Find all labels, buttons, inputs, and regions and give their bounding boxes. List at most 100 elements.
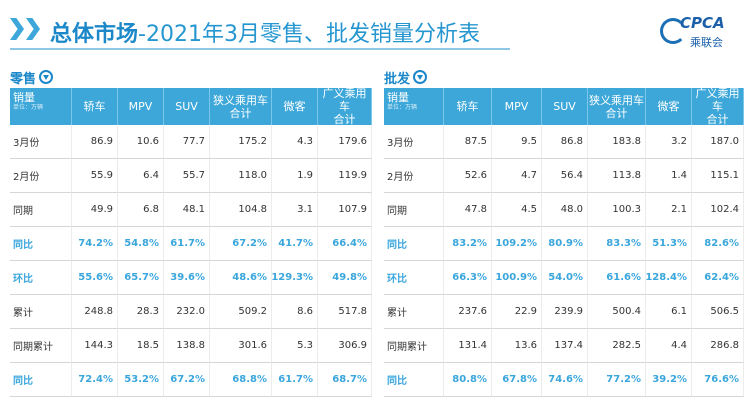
header-cell: 轿车 [444,88,492,125]
row-label: 同期累计 [10,329,72,363]
retail-title-text: 零售 [10,71,37,87]
data-cell: 18.5 [118,329,164,363]
data-cell: 282.5 [588,329,646,363]
header-cell-sales: 销量 单位：万辆 [384,88,444,125]
data-cell: 83.2% [444,227,492,261]
page-header: 总体市场-2021年3月零售、批发销量分析表 CPCA 乘联会 [0,0,752,62]
data-cell: 67.2% [164,363,210,397]
data-cell: 49.8% [318,261,372,295]
data-cell: 3.1 [272,193,318,227]
data-cell: 28.3 [118,295,164,329]
data-cell: 239.9 [542,295,588,329]
row-label: 3月份 [384,125,444,159]
data-cell: 77.7 [164,125,210,159]
data-cell: 74.2% [72,227,118,261]
logo-text: CPCA [680,14,725,32]
data-cell: 54.8% [118,227,164,261]
data-cell: 102.4 [692,193,744,227]
data-cell: 3.2 [646,125,692,159]
row-label: 同期 [10,193,72,227]
data-cell: 76.6% [692,363,744,397]
data-cell: 2.1 [646,193,692,227]
row-label: 环比 [384,261,444,295]
header-cell: 微客 [272,88,318,125]
header-cell: SUV [164,88,210,125]
wholesale-panel-title: 批发 [384,66,744,88]
arrow-down-circle-icon [39,70,54,84]
logo-swoosh-icon [660,18,686,44]
header-cell-sales: 销量 单位：万辆 [10,88,72,125]
row-label: 2月份 [384,159,444,193]
row-label: 3月份 [10,125,72,159]
row-label: 同期 [384,193,444,227]
header-line: SUV [553,100,576,113]
data-cell: 77.2% [588,363,646,397]
data-cell: 104.8 [210,193,272,227]
data-cell: 8.6 [272,295,318,329]
data-cell: 137.4 [542,329,588,363]
data-cell: 86.8 [542,125,588,159]
arrow-down-circle-icon [413,70,428,84]
data-cell: 113.8 [588,159,646,193]
header-sales-label: 销量 [387,91,409,104]
row-label: 2月份 [10,159,72,193]
data-cell: 49.9 [72,193,118,227]
data-cell: 183.8 [588,125,646,159]
row-label: 同比 [384,363,444,397]
title-subtitle: -2021年3月零售、批发销量分析表 [138,22,480,47]
data-cell: 115.1 [692,159,744,193]
data-cell: 138.8 [164,329,210,363]
header-line: 微客 [283,100,306,113]
data-cell: 48.6% [210,261,272,295]
data-cell: 86.9 [72,125,118,159]
data-cell: 61.6% [588,261,646,295]
header-line: 轿车 [83,100,106,113]
header-cell: 广义乘用车 合计 [692,87,744,126]
data-cell: 6.8 [118,193,164,227]
data-cell: 48.0 [542,193,588,227]
data-cell: 41.7% [272,227,318,261]
data-cell: 65.7% [118,261,164,295]
title-underline [10,48,510,50]
title-main: 总体市场 [50,22,139,47]
data-cell: 61.7% [164,227,210,261]
retail-panel-title: 零售 [10,66,372,88]
data-cell: 55.6% [72,261,118,295]
row-label: 环比 [10,261,72,295]
header-line: 狭义乘用车 [589,93,644,107]
data-cell: 500.4 [588,295,646,329]
page-title: 总体市场-2021年3月零售、批发销量分析表 [50,16,480,48]
data-cell: 53.2% [118,363,164,397]
data-cell: 301.6 [210,329,272,363]
data-cell: 232.0 [164,295,210,329]
data-cell: 54.0% [542,261,588,295]
data-cell: 48.1 [164,193,210,227]
data-cell: 509.2 [210,295,272,329]
header-cell: 狭义乘用车 合计 [588,88,646,125]
row-label: 累计 [10,295,72,329]
data-cell: 67.8% [492,363,542,397]
data-cell: 128.4% [645,261,692,295]
data-cell: 10.6 [118,125,164,159]
data-cell: 1.4 [646,159,692,193]
header-cell: 狭义乘用车 合计 [210,88,272,125]
data-cell: 51.3% [646,227,692,261]
header-line: SUV [175,100,198,113]
retail-table: 销量 单位：万辆 轿车 MPV SUV 狭义乘用车 合计 微客 广义乘用车 合计 3月份 86.9 10… [10,87,372,397]
header-line: 微客 [657,100,680,113]
cpca-logo: CPCA 乘联会 [660,10,738,54]
row-label: 同期累计 [384,329,444,363]
data-cell: 13.6 [492,329,542,363]
data-cell: 4.5 [492,193,542,227]
header-unit-label: 单位：万辆 [387,104,418,111]
data-cell: 4.7 [492,159,542,193]
data-cell: 100.3 [588,193,646,227]
wholesale-title-text: 批发 [384,71,411,87]
data-cell: 47.8 [444,193,492,227]
header-line: 广义乘用车 [322,87,367,113]
data-cell: 39.6% [164,261,210,295]
data-cell: 119.9 [318,159,372,193]
data-cell: 68.8% [210,363,272,397]
header-cell: 广义乘用车 合计 [318,87,372,126]
data-cell: 52.6 [444,159,492,193]
